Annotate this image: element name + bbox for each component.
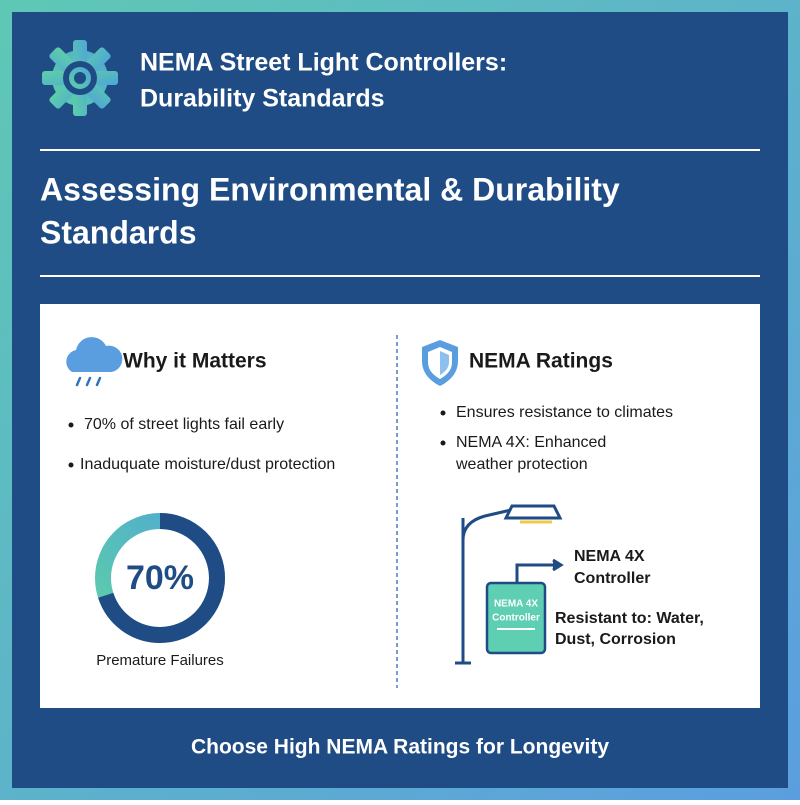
callout: NEMA 4X	[574, 548, 645, 565]
resistance: Resistant to: Water,	[555, 610, 704, 627]
bullet-text: NEMA 4X: Enhanced	[456, 434, 606, 451]
bullet	[440, 410, 446, 416]
shield-icon	[422, 340, 458, 386]
callout: Controller	[574, 570, 650, 587]
footer: Choose High NEMA Ratings for Longevity	[191, 736, 609, 759]
bullet-text: weather protection	[455, 456, 588, 473]
bullet	[440, 440, 446, 446]
section-title: NEMA Ratings	[469, 350, 613, 373]
resistance: Dust, Corrosion	[555, 631, 676, 648]
header-title: NEMA Street Light Controllers:	[140, 49, 507, 77]
donut-arc	[95, 513, 225, 643]
heading: Standards	[40, 214, 196, 250]
section-title: Why it Matters	[123, 350, 267, 373]
box-label: Controller	[492, 613, 540, 624]
heading: Assessing Environmental & Durability	[40, 171, 620, 207]
bullet-text: Inaduquate moisture/dust protection	[80, 456, 335, 473]
header-title: Durability Standards	[140, 85, 385, 113]
bullet	[68, 422, 74, 428]
donut-label: 70%	[126, 559, 194, 597]
controller-box	[485, 581, 547, 655]
cloud-icon	[66, 337, 123, 387]
bullet-text: 70% of street lights fail early	[84, 416, 284, 433]
box-label: NEMA 4X	[494, 599, 538, 610]
bullet-text: Ensures resistance to climates	[456, 404, 673, 421]
street-light	[455, 504, 564, 665]
donut-caption: Premature Failures	[96, 652, 224, 669]
bullet	[68, 462, 74, 468]
gear-icon	[42, 40, 118, 116]
